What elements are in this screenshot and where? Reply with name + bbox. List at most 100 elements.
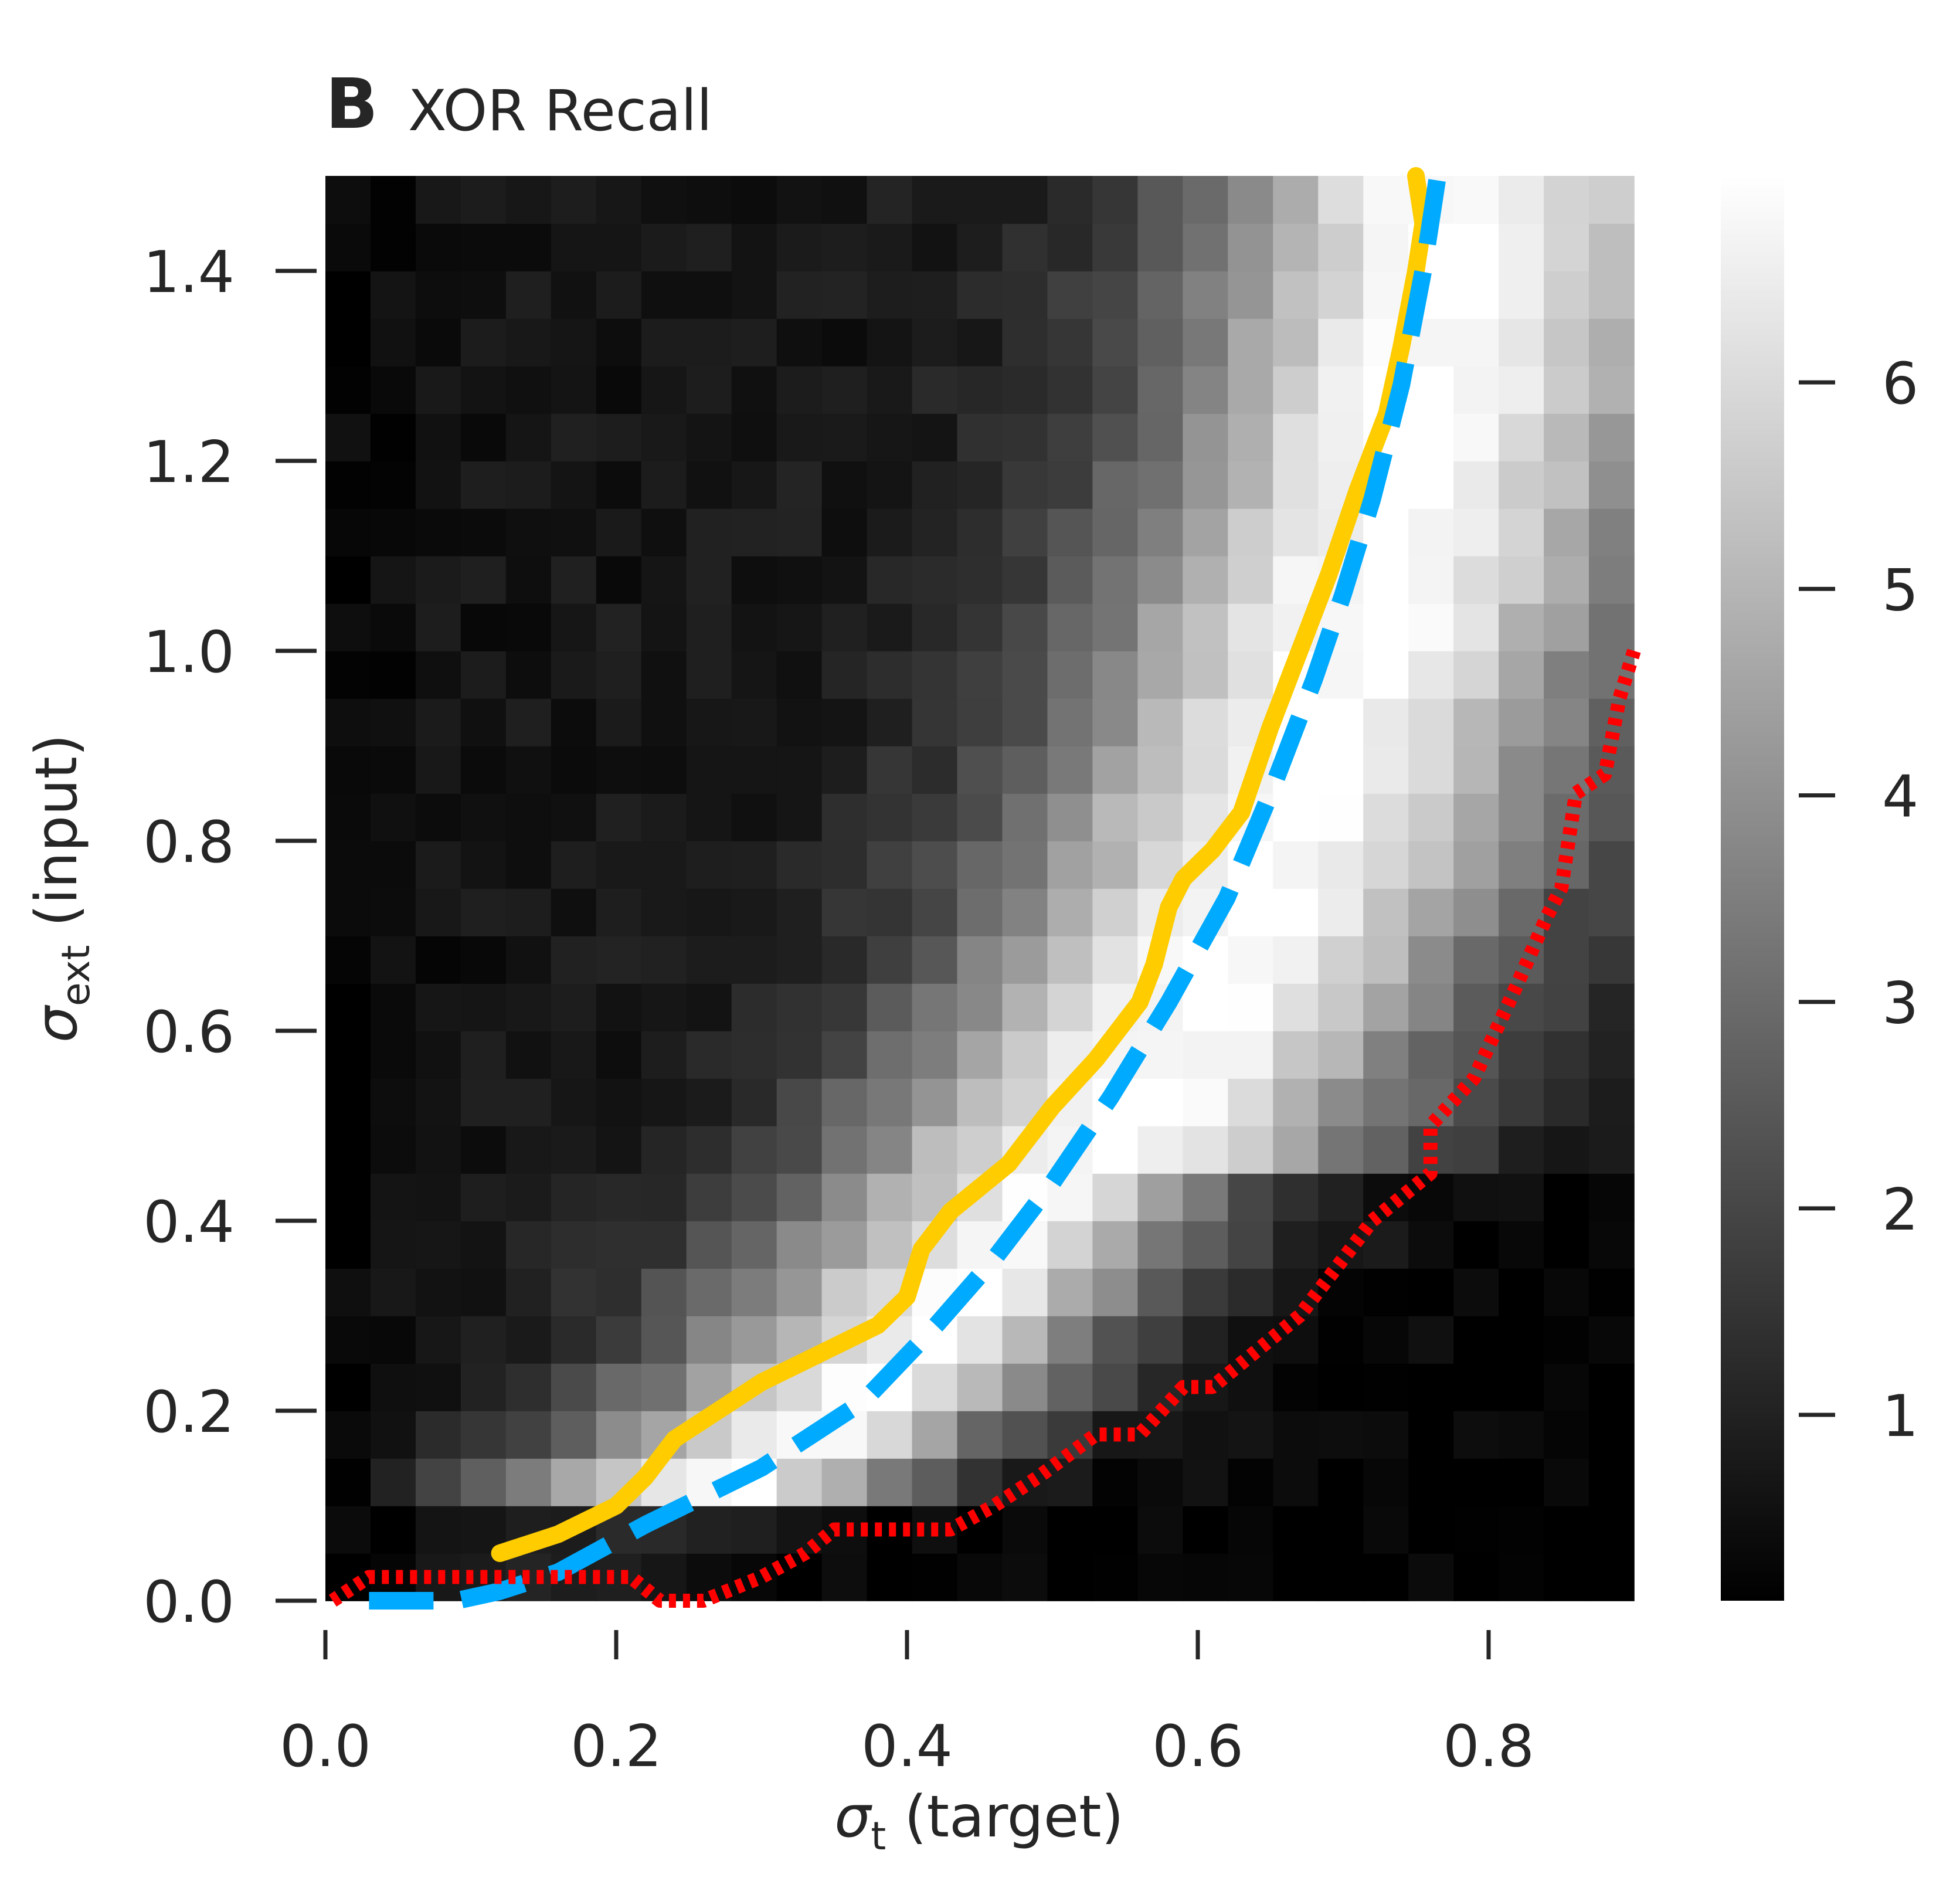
heatmap-cell	[1273, 461, 1319, 509]
heatmap-cell	[686, 1221, 732, 1269]
heatmap-cell	[1002, 1553, 1048, 1601]
heatmap-cell	[1228, 1268, 1274, 1316]
heatmap-cell	[867, 556, 913, 604]
heatmap-cell	[686, 698, 732, 746]
heatmap-cell	[1453, 1363, 1499, 1411]
heatmap-cell	[1453, 1316, 1499, 1364]
heatmap-cell	[1318, 1316, 1364, 1364]
heatmap-cell	[551, 746, 597, 794]
heatmap-cell	[1318, 746, 1364, 794]
heatmap-cell	[641, 1031, 687, 1079]
solid-curve	[491, 167, 1432, 1562]
colorbar-tick-label: 2	[1882, 1177, 1918, 1244]
heatmap-cell	[641, 793, 687, 841]
heatmap-cell	[1408, 983, 1454, 1031]
heatmap-cell	[1589, 888, 1635, 936]
heatmap-cell	[1544, 841, 1589, 889]
heatmap-cell	[325, 223, 371, 271]
heatmap-cell	[912, 508, 958, 556]
heatmap-cell	[1183, 1221, 1229, 1269]
heatmap-cell	[912, 1078, 958, 1126]
heatmap-cell	[415, 888, 461, 936]
heatmap-cell	[731, 366, 777, 414]
x-tick-label: 0.6	[1152, 1713, 1244, 1780]
heatmap-cell	[912, 841, 958, 889]
heatmap-cell	[1589, 1031, 1635, 1079]
y-tick-label: 0.8	[143, 809, 235, 876]
heatmap-cell	[551, 603, 597, 651]
heatmap-cell	[1047, 603, 1093, 651]
heatmap-cell	[551, 366, 597, 414]
heatmap-cell	[460, 176, 507, 224]
heatmap-cell	[370, 1316, 416, 1364]
heatmap-cell	[821, 461, 868, 509]
heatmap-cell	[1137, 366, 1184, 414]
heatmap-cell	[1589, 936, 1635, 984]
heatmap-cell	[1092, 461, 1139, 509]
heatmap-cell	[1273, 508, 1319, 556]
heatmap-cell	[596, 1268, 642, 1316]
heatmap-cell	[1589, 1411, 1635, 1459]
heatmap-cell	[596, 1031, 642, 1079]
heatmap-cell	[1092, 1316, 1139, 1364]
heatmap-cell	[867, 318, 913, 366]
heatmap-cell	[867, 983, 913, 1031]
heatmap-cell	[776, 1221, 823, 1269]
heatmap-cell	[596, 983, 642, 1031]
heatmap-cell	[415, 271, 461, 319]
heatmap-cell	[551, 176, 597, 224]
heatmap-cell	[1499, 1173, 1544, 1221]
heatmap-cell	[1453, 1506, 1499, 1554]
heatmap-cell	[505, 556, 552, 604]
heatmap-cell	[957, 1553, 1003, 1601]
heatmap-cell	[1002, 318, 1048, 366]
heatmap-cell	[776, 1031, 823, 1079]
heatmap-cell	[776, 841, 823, 889]
heatmap-cell	[957, 651, 1003, 699]
heatmap-cell	[1589, 793, 1635, 841]
heatmap-cell	[1047, 936, 1093, 984]
heatmap-cell	[1363, 936, 1409, 984]
heatmap-cell	[1589, 508, 1635, 556]
heatmap-cell	[1183, 651, 1229, 699]
heatmap-cell	[912, 651, 958, 699]
heatmap-cell	[957, 1078, 1003, 1126]
heatmap-cell	[596, 1078, 642, 1126]
heatmap-cell	[551, 1316, 597, 1364]
heatmap-cell	[1273, 1506, 1319, 1554]
heatmap-cell	[1589, 603, 1635, 651]
heatmap-cell	[1408, 888, 1454, 936]
heatmap-cell	[867, 1078, 913, 1126]
heatmap-cell	[1137, 413, 1184, 461]
heatmap-cell	[641, 983, 687, 1031]
heatmap-cell	[686, 461, 732, 509]
heatmap-cell	[912, 603, 958, 651]
heatmap-cell	[505, 1458, 552, 1506]
heatmap-cell	[370, 888, 416, 936]
heatmap-cell	[1453, 1411, 1499, 1459]
heatmap-cell	[505, 651, 552, 699]
heatmap-cell	[1589, 1458, 1635, 1506]
heatmap-cell	[325, 1078, 371, 1126]
heatmap-cell	[912, 1126, 958, 1174]
heatmap-cell	[686, 651, 732, 699]
heatmap-cell	[1318, 1173, 1364, 1221]
heatmap-cell	[1273, 1411, 1319, 1459]
heatmap-cell	[1589, 223, 1635, 271]
heatmap-cell	[686, 1506, 732, 1554]
heatmap-cell	[957, 841, 1003, 889]
heatmap-cell	[1273, 556, 1319, 604]
heatmap-cell	[505, 1316, 552, 1364]
heatmap-cell	[551, 318, 597, 366]
heatmap-cell	[1408, 1363, 1454, 1411]
heatmap-cell	[1092, 1506, 1139, 1554]
x-tick-label: 0.2	[570, 1713, 662, 1780]
heatmap-cell	[1228, 1173, 1274, 1221]
heatmap-cell	[1273, 1031, 1319, 1079]
heatmap-cell	[686, 1173, 732, 1221]
heatmap-cell	[912, 556, 958, 604]
heatmap-cell	[1499, 746, 1544, 794]
heatmap-cell	[1363, 1031, 1409, 1079]
heatmap-cell	[1002, 556, 1048, 604]
curves	[328, 167, 1641, 1610]
